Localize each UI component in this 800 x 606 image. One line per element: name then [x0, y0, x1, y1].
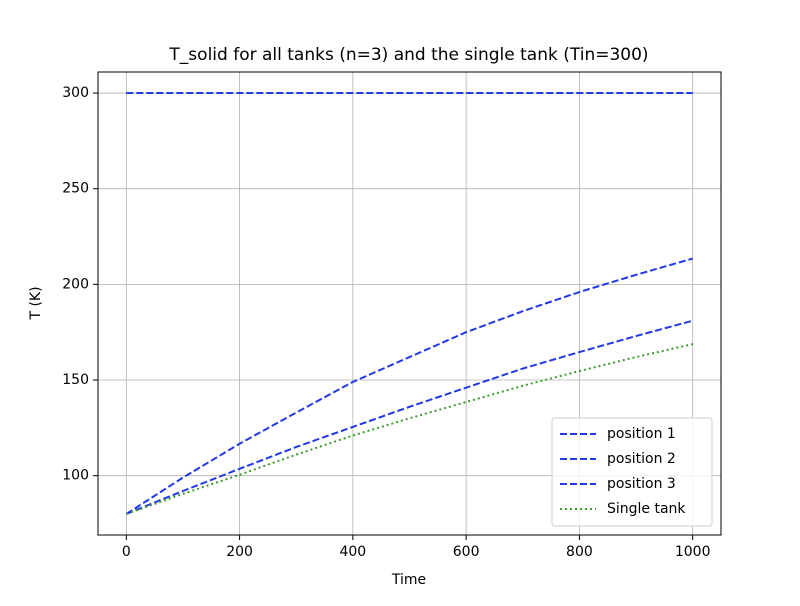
plot-frame	[97, 71, 722, 536]
y-tick-label: 200	[62, 276, 89, 292]
x-tick-label: 400	[339, 544, 366, 560]
x-tick-label: 200	[226, 544, 253, 560]
chart-title: T_solid for all tanks (n=3) and the sing…	[168, 45, 648, 65]
legend-box	[551, 417, 713, 527]
series-line	[125, 257, 693, 515]
x-tick-label: 600	[453, 544, 480, 560]
legend-label: position 3	[607, 476, 676, 492]
legend: position 1 position 2 position 3 Single tan…	[551, 417, 713, 527]
x-tick-label: 0	[122, 544, 131, 560]
legend-label: position 1	[607, 426, 676, 442]
x-tick-label: 800	[566, 544, 593, 560]
y-axis-label: T (K)	[28, 286, 44, 320]
legend-label: position 2	[607, 451, 676, 467]
y-tick-label: 250	[62, 181, 89, 197]
series-line	[125, 319, 693, 515]
y-tick-label: 100	[62, 468, 89, 484]
x-axis-label: Time	[391, 572, 426, 588]
x-tick-label: 1000	[675, 544, 711, 560]
legend-label: Single tank	[607, 501, 686, 517]
y-tick-label: 150	[62, 372, 89, 388]
y-tick-label: 300	[62, 85, 89, 101]
